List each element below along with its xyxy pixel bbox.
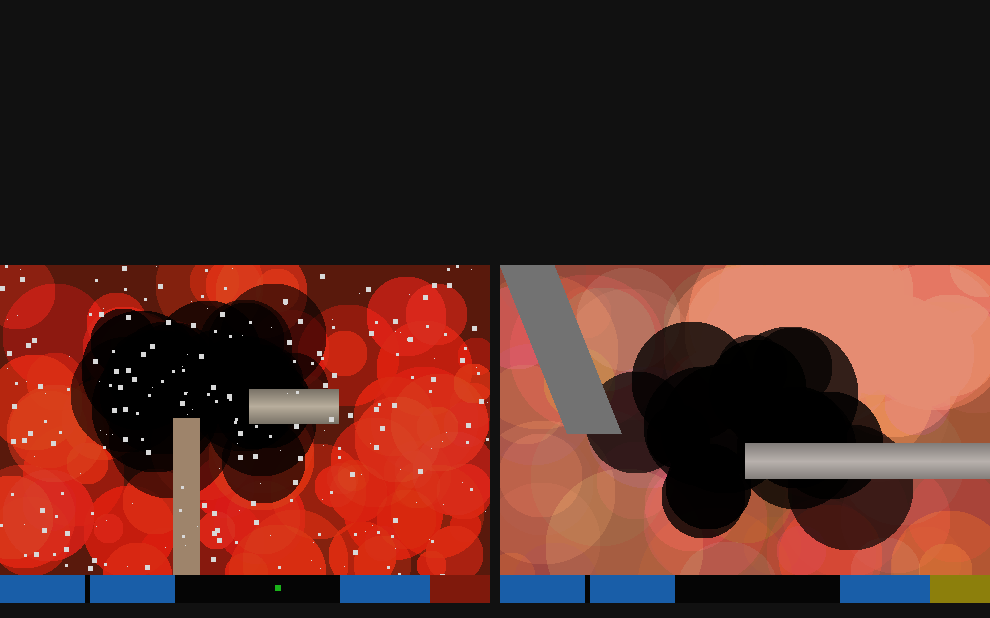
Text: Prostatectomy: Prostatectomy (324, 117, 666, 163)
Text: Transvesical: Transvesical (658, 222, 827, 250)
Text: Extravesical: Extravesical (163, 222, 332, 250)
Text: Single Port Extravesical vs. Transvesical: Single Port Extravesical vs. Transvesica… (24, 62, 966, 108)
